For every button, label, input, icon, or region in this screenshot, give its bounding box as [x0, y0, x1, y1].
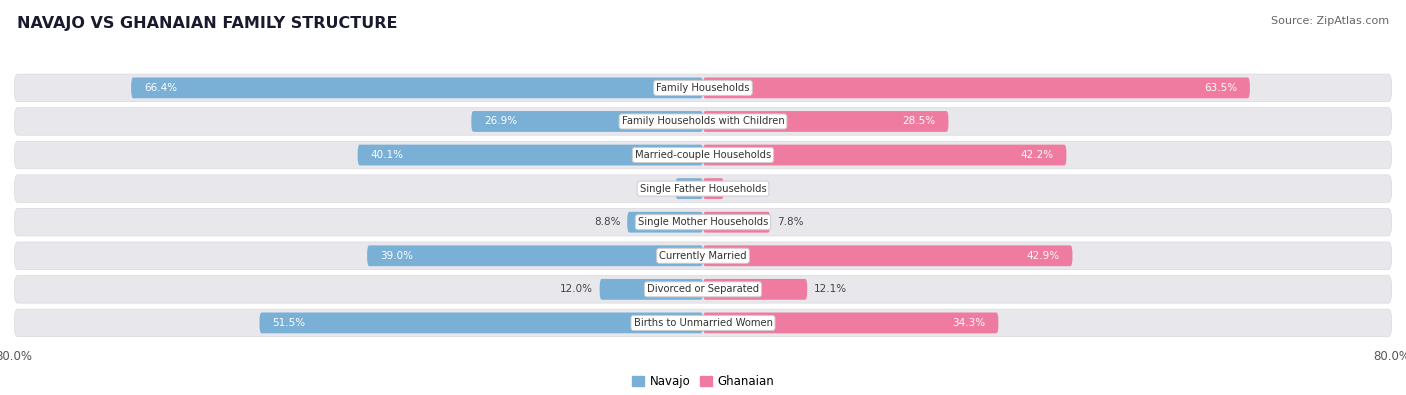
Text: 12.1%: 12.1%	[814, 284, 848, 294]
FancyBboxPatch shape	[14, 309, 1392, 337]
Text: 51.5%: 51.5%	[273, 318, 305, 328]
FancyBboxPatch shape	[703, 245, 1073, 266]
FancyBboxPatch shape	[703, 279, 807, 300]
Text: Single Mother Households: Single Mother Households	[638, 217, 768, 227]
FancyBboxPatch shape	[260, 312, 703, 333]
FancyBboxPatch shape	[675, 178, 703, 199]
Text: 12.0%: 12.0%	[560, 284, 593, 294]
Text: 8.8%: 8.8%	[593, 217, 620, 227]
Text: Family Households: Family Households	[657, 83, 749, 93]
FancyBboxPatch shape	[703, 212, 770, 233]
FancyBboxPatch shape	[14, 74, 1392, 102]
FancyBboxPatch shape	[131, 77, 703, 98]
Text: Single Father Households: Single Father Households	[640, 184, 766, 194]
FancyBboxPatch shape	[14, 175, 1392, 202]
FancyBboxPatch shape	[703, 145, 1066, 166]
FancyBboxPatch shape	[14, 141, 1392, 169]
Text: 2.4%: 2.4%	[731, 184, 756, 194]
FancyBboxPatch shape	[703, 77, 1250, 98]
FancyBboxPatch shape	[599, 279, 703, 300]
Text: Source: ZipAtlas.com: Source: ZipAtlas.com	[1271, 16, 1389, 26]
Text: 40.1%: 40.1%	[371, 150, 404, 160]
Text: 3.2%: 3.2%	[643, 184, 669, 194]
FancyBboxPatch shape	[357, 145, 703, 166]
FancyBboxPatch shape	[14, 242, 1392, 269]
Text: 66.4%: 66.4%	[143, 83, 177, 93]
Text: Divorced or Separated: Divorced or Separated	[647, 284, 759, 294]
FancyBboxPatch shape	[627, 212, 703, 233]
Text: 34.3%: 34.3%	[952, 318, 986, 328]
Text: 28.5%: 28.5%	[903, 117, 935, 126]
Text: NAVAJO VS GHANAIAN FAMILY STRUCTURE: NAVAJO VS GHANAIAN FAMILY STRUCTURE	[17, 16, 398, 31]
FancyBboxPatch shape	[14, 276, 1392, 303]
Text: Family Households with Children: Family Households with Children	[621, 117, 785, 126]
Text: Births to Unmarried Women: Births to Unmarried Women	[634, 318, 772, 328]
Text: 26.9%: 26.9%	[484, 117, 517, 126]
Legend: Navajo, Ghanaian: Navajo, Ghanaian	[627, 371, 779, 393]
Text: Married-couple Households: Married-couple Households	[636, 150, 770, 160]
Text: 7.8%: 7.8%	[778, 217, 804, 227]
FancyBboxPatch shape	[14, 209, 1392, 236]
FancyBboxPatch shape	[703, 111, 949, 132]
FancyBboxPatch shape	[471, 111, 703, 132]
Text: 63.5%: 63.5%	[1204, 83, 1237, 93]
FancyBboxPatch shape	[703, 312, 998, 333]
FancyBboxPatch shape	[703, 178, 724, 199]
Text: 42.9%: 42.9%	[1026, 251, 1060, 261]
Text: 39.0%: 39.0%	[380, 251, 413, 261]
FancyBboxPatch shape	[14, 108, 1392, 135]
Text: Currently Married: Currently Married	[659, 251, 747, 261]
FancyBboxPatch shape	[367, 245, 703, 266]
Text: 42.2%: 42.2%	[1021, 150, 1053, 160]
